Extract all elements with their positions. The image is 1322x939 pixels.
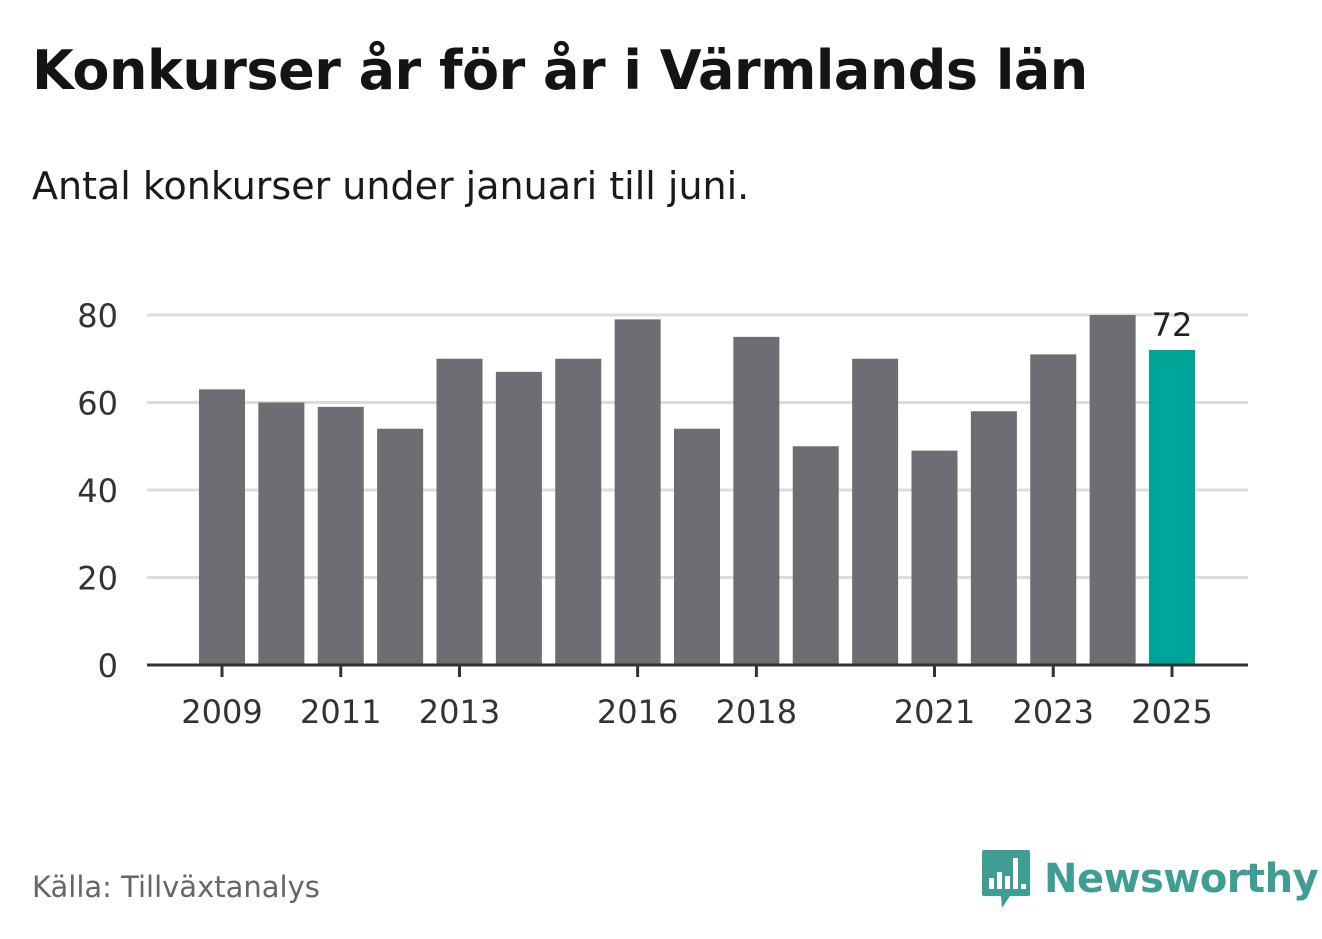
bar-2024	[1089, 315, 1136, 665]
x-tick-label: 2021	[894, 693, 975, 731]
bar-2016	[614, 319, 661, 665]
data-label-2025: 72	[1152, 306, 1193, 344]
bar-2010	[258, 402, 305, 665]
y-tick-label: 20	[77, 560, 118, 598]
bars	[199, 315, 1195, 665]
newsworthy-logo: Newsworthy	[980, 848, 1319, 910]
bar-2023	[1030, 354, 1077, 665]
x-tick-label: 2023	[1013, 693, 1094, 731]
bar-2014	[495, 371, 542, 665]
bar-2021	[911, 450, 958, 665]
bar-2019	[792, 446, 839, 665]
bar-chart: 0 20 40 60 80 2009 2011 2013 2016 2018 2021 2023 202…	[77, 297, 1248, 731]
bar-2012	[377, 428, 424, 665]
x-tick-label: 2025	[1131, 693, 1212, 731]
bar-2022	[970, 411, 1017, 665]
bar-2011	[317, 406, 364, 665]
bar-2020	[852, 358, 899, 665]
bar-2013	[436, 358, 483, 665]
x-tick-label: 2013	[419, 693, 500, 731]
y-tick-label: 0	[98, 647, 118, 685]
y-tick-label: 60	[77, 385, 118, 423]
brand-name: Newsworthy	[1044, 856, 1319, 902]
bar-2015	[555, 358, 602, 665]
chart-subtitle: Antal konkurser under januari till juni.	[32, 164, 750, 208]
bar-2025	[1149, 350, 1195, 665]
axes	[147, 663, 1248, 677]
chart-title: Konkurser år för år i Värmlands län	[32, 39, 1088, 102]
newsworthy-bar-chart-icon	[982, 850, 1030, 908]
x-tick-label: 2011	[300, 693, 381, 731]
x-tick-label: 2018	[716, 693, 797, 731]
x-tick-label: 2009	[181, 693, 262, 731]
x-tick-label: 2016	[597, 693, 678, 731]
source-note: Källa: Tillväxtanalys	[32, 870, 320, 904]
y-tick-label: 40	[77, 472, 118, 510]
bar-2009	[199, 389, 245, 665]
y-tick-label: 80	[77, 297, 118, 335]
bar-2017	[674, 428, 720, 665]
bar-2018	[733, 336, 780, 665]
labels: 0 20 40 60 80 2009 2011 2013 2016 2018 2021 2023 202…	[77, 297, 1212, 731]
